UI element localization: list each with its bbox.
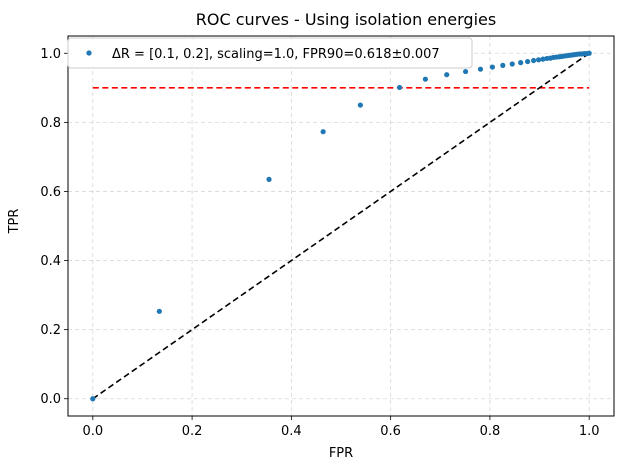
roc-point	[509, 61, 515, 67]
y-tick-label: 0.8	[40, 116, 61, 131]
roc-point	[477, 66, 484, 72]
legend-label: ΔR = [0.1, 0.2], scaling=1.0, FPR90=0.61…	[112, 47, 440, 62]
chart-title: ROC curves - Using isolation energies	[196, 10, 496, 29]
x-tick-label: 0.4	[281, 424, 302, 439]
y-tick-label: 1.0	[40, 47, 61, 62]
y-axis-label: TPR	[7, 209, 22, 235]
y-tick-label: 0.2	[40, 323, 61, 338]
legend: ΔR = [0.1, 0.2], scaling=1.0, FPR90=0.61…	[67, 37, 473, 69]
grid	[68, 36, 614, 416]
roc-point	[444, 72, 450, 78]
roc-point	[422, 76, 428, 82]
y-tick-label: 0.0	[40, 392, 61, 407]
roc-point	[396, 84, 403, 91]
roc-point	[500, 62, 506, 68]
roc-point	[535, 57, 542, 63]
x-tick-label: 0.6	[380, 424, 401, 439]
reference-lines	[92, 52, 590, 400]
roc-point	[357, 102, 363, 108]
legend-box	[67, 37, 473, 69]
plot-frame	[67, 35, 615, 417]
roc-point	[489, 64, 495, 70]
roc-point	[530, 57, 537, 64]
roc-point	[540, 56, 546, 62]
data-points	[90, 50, 592, 402]
roc-point	[525, 58, 531, 65]
x-tick-label: 0.8	[480, 424, 501, 439]
roc-point	[156, 308, 162, 314]
legend-marker	[86, 50, 92, 56]
roc-point	[320, 129, 326, 135]
random-classifier-diagonal	[92, 52, 590, 400]
x-tick-label: 1.0	[579, 424, 600, 439]
roc-point	[462, 68, 469, 75]
roc-point	[586, 50, 592, 56]
x-axis-label: FPR	[329, 446, 353, 461]
roc-point	[90, 396, 96, 402]
roc-point	[266, 176, 272, 182]
x-tick-label: 0.2	[182, 424, 203, 439]
y-axis-ticks: 0.0 0.2 0.4 0.6 0.8 1.0	[40, 47, 68, 407]
x-axis-ticks: 0.0 0.2 0.4 0.6 0.8 1.0	[82, 416, 600, 439]
roc-point	[518, 60, 524, 66]
y-tick-label: 0.6	[40, 185, 61, 200]
y-tick-label: 0.4	[40, 254, 61, 269]
x-tick-label: 0.0	[82, 424, 103, 439]
